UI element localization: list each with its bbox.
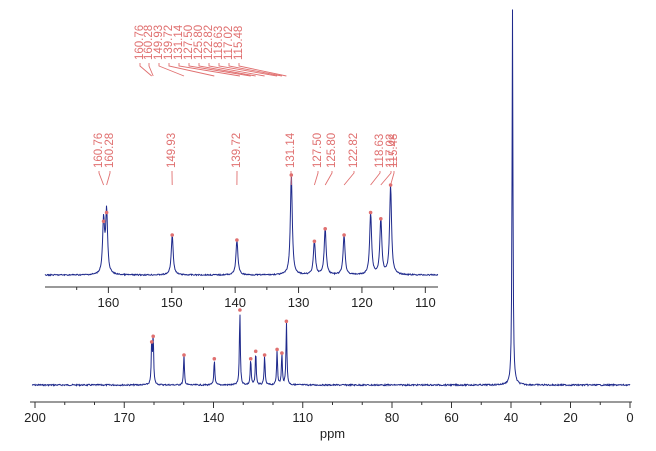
inset-leader-line [390,171,395,186]
main-peak-label: 127.50 [183,25,195,60]
main-peak-marker [182,353,186,357]
inset-peak-label: 160.76 [93,133,105,168]
inset-peak-marker [170,233,174,237]
inset-spectrum-line [44,176,439,277]
main-leader-line [198,63,256,77]
inset-peak-label: 149.93 [166,133,178,168]
main-peak-label: 160.28 [143,25,155,60]
main-peak-label: 149.93 [153,25,165,60]
main-peak-marker [248,357,253,361]
main-peak-label: 115.48 [233,26,245,60]
main-peak-label: 125.80 [193,25,205,60]
main-x-axis-title: ppm [320,426,345,441]
inset-peak-label: 131.14 [285,132,297,168]
main-peak-marker [238,308,242,312]
inset-peak-marker [323,227,328,231]
main-leader-line [148,63,154,77]
main-peak-marker [280,351,284,355]
inset-peak-marker [342,233,346,237]
inset-leader-line [313,171,319,186]
inset-peak-marker [368,210,373,215]
main-x-tick-label: 80 [385,410,399,425]
main-peak-label: 131.14 [173,24,185,60]
inset-peak-marker [312,239,317,244]
main-leader-line [158,63,185,77]
inset-leader-line [370,171,381,186]
inset-leader-line [324,171,333,186]
main-peak-marker [284,319,289,324]
main-leader-line [178,63,240,77]
main-leader-line [139,63,152,77]
inset-peak-label: 160.28 [104,133,116,168]
main-peak-label: 160.76 [134,25,146,60]
inset-peak-marker [104,210,109,215]
inset-peak-label: 117.02 [385,134,397,168]
inset-peak-label: 125.80 [326,133,338,168]
inset-leader-line [106,171,111,186]
main-peak-marker [275,347,279,352]
inset-peak-label: 127.50 [312,133,324,168]
inset-peak-marker [235,238,239,242]
inset-leader-line [98,171,105,186]
inset-x-tick-label: 110 [415,295,436,310]
inset-x-tick-label: 140 [224,295,246,310]
inset-peak-label: 122.82 [348,133,360,168]
main-x-tick-label: 60 [444,410,458,425]
inset-x-tick-label: 120 [351,295,373,310]
main-x-tick-label: 200 [24,410,46,425]
main-peak-marker [212,357,217,361]
main-peak-label: 118.63 [213,26,225,60]
inset-peak-label: 139.72 [231,133,243,168]
main-x-tick-label: 0 [626,410,633,425]
inset-peak-label: 118.63 [374,134,386,168]
main-peak-label: 122.82 [203,25,215,60]
main-leader-line [228,63,282,77]
main-x-tick-label: 110 [292,410,313,425]
main-peak-marker [253,349,258,354]
inset-leader-line [343,171,355,186]
inset-peak-marker [101,219,106,224]
main-leader-line [168,63,215,77]
main-x-tick-label: 20 [563,410,577,425]
main-x-tick-label: 170 [113,410,135,425]
inset-peak-label: 115.48 [388,134,400,168]
main-leader-line [218,63,278,77]
main-leader-line [208,63,265,77]
inset-x-tick-label: 160 [98,295,120,310]
main-leader-line [238,63,287,77]
inset-leader-line [380,171,392,186]
main-leader-line [188,63,251,77]
main-peak-marker [151,334,155,339]
main-peak-marker [262,353,267,357]
main-x-tick-label: 140 [203,410,225,425]
main-peak-label: 139.72 [163,25,175,60]
main-spectrum-line [31,9,631,387]
main-peak-marker [149,340,154,344]
inset-x-tick-label: 150 [161,295,183,310]
main-peak-label: 117.02 [223,26,235,60]
main-x-tick-label: 40 [504,410,518,425]
inset-peak-marker [379,217,383,221]
inset-x-tick-label: 130 [288,295,310,310]
